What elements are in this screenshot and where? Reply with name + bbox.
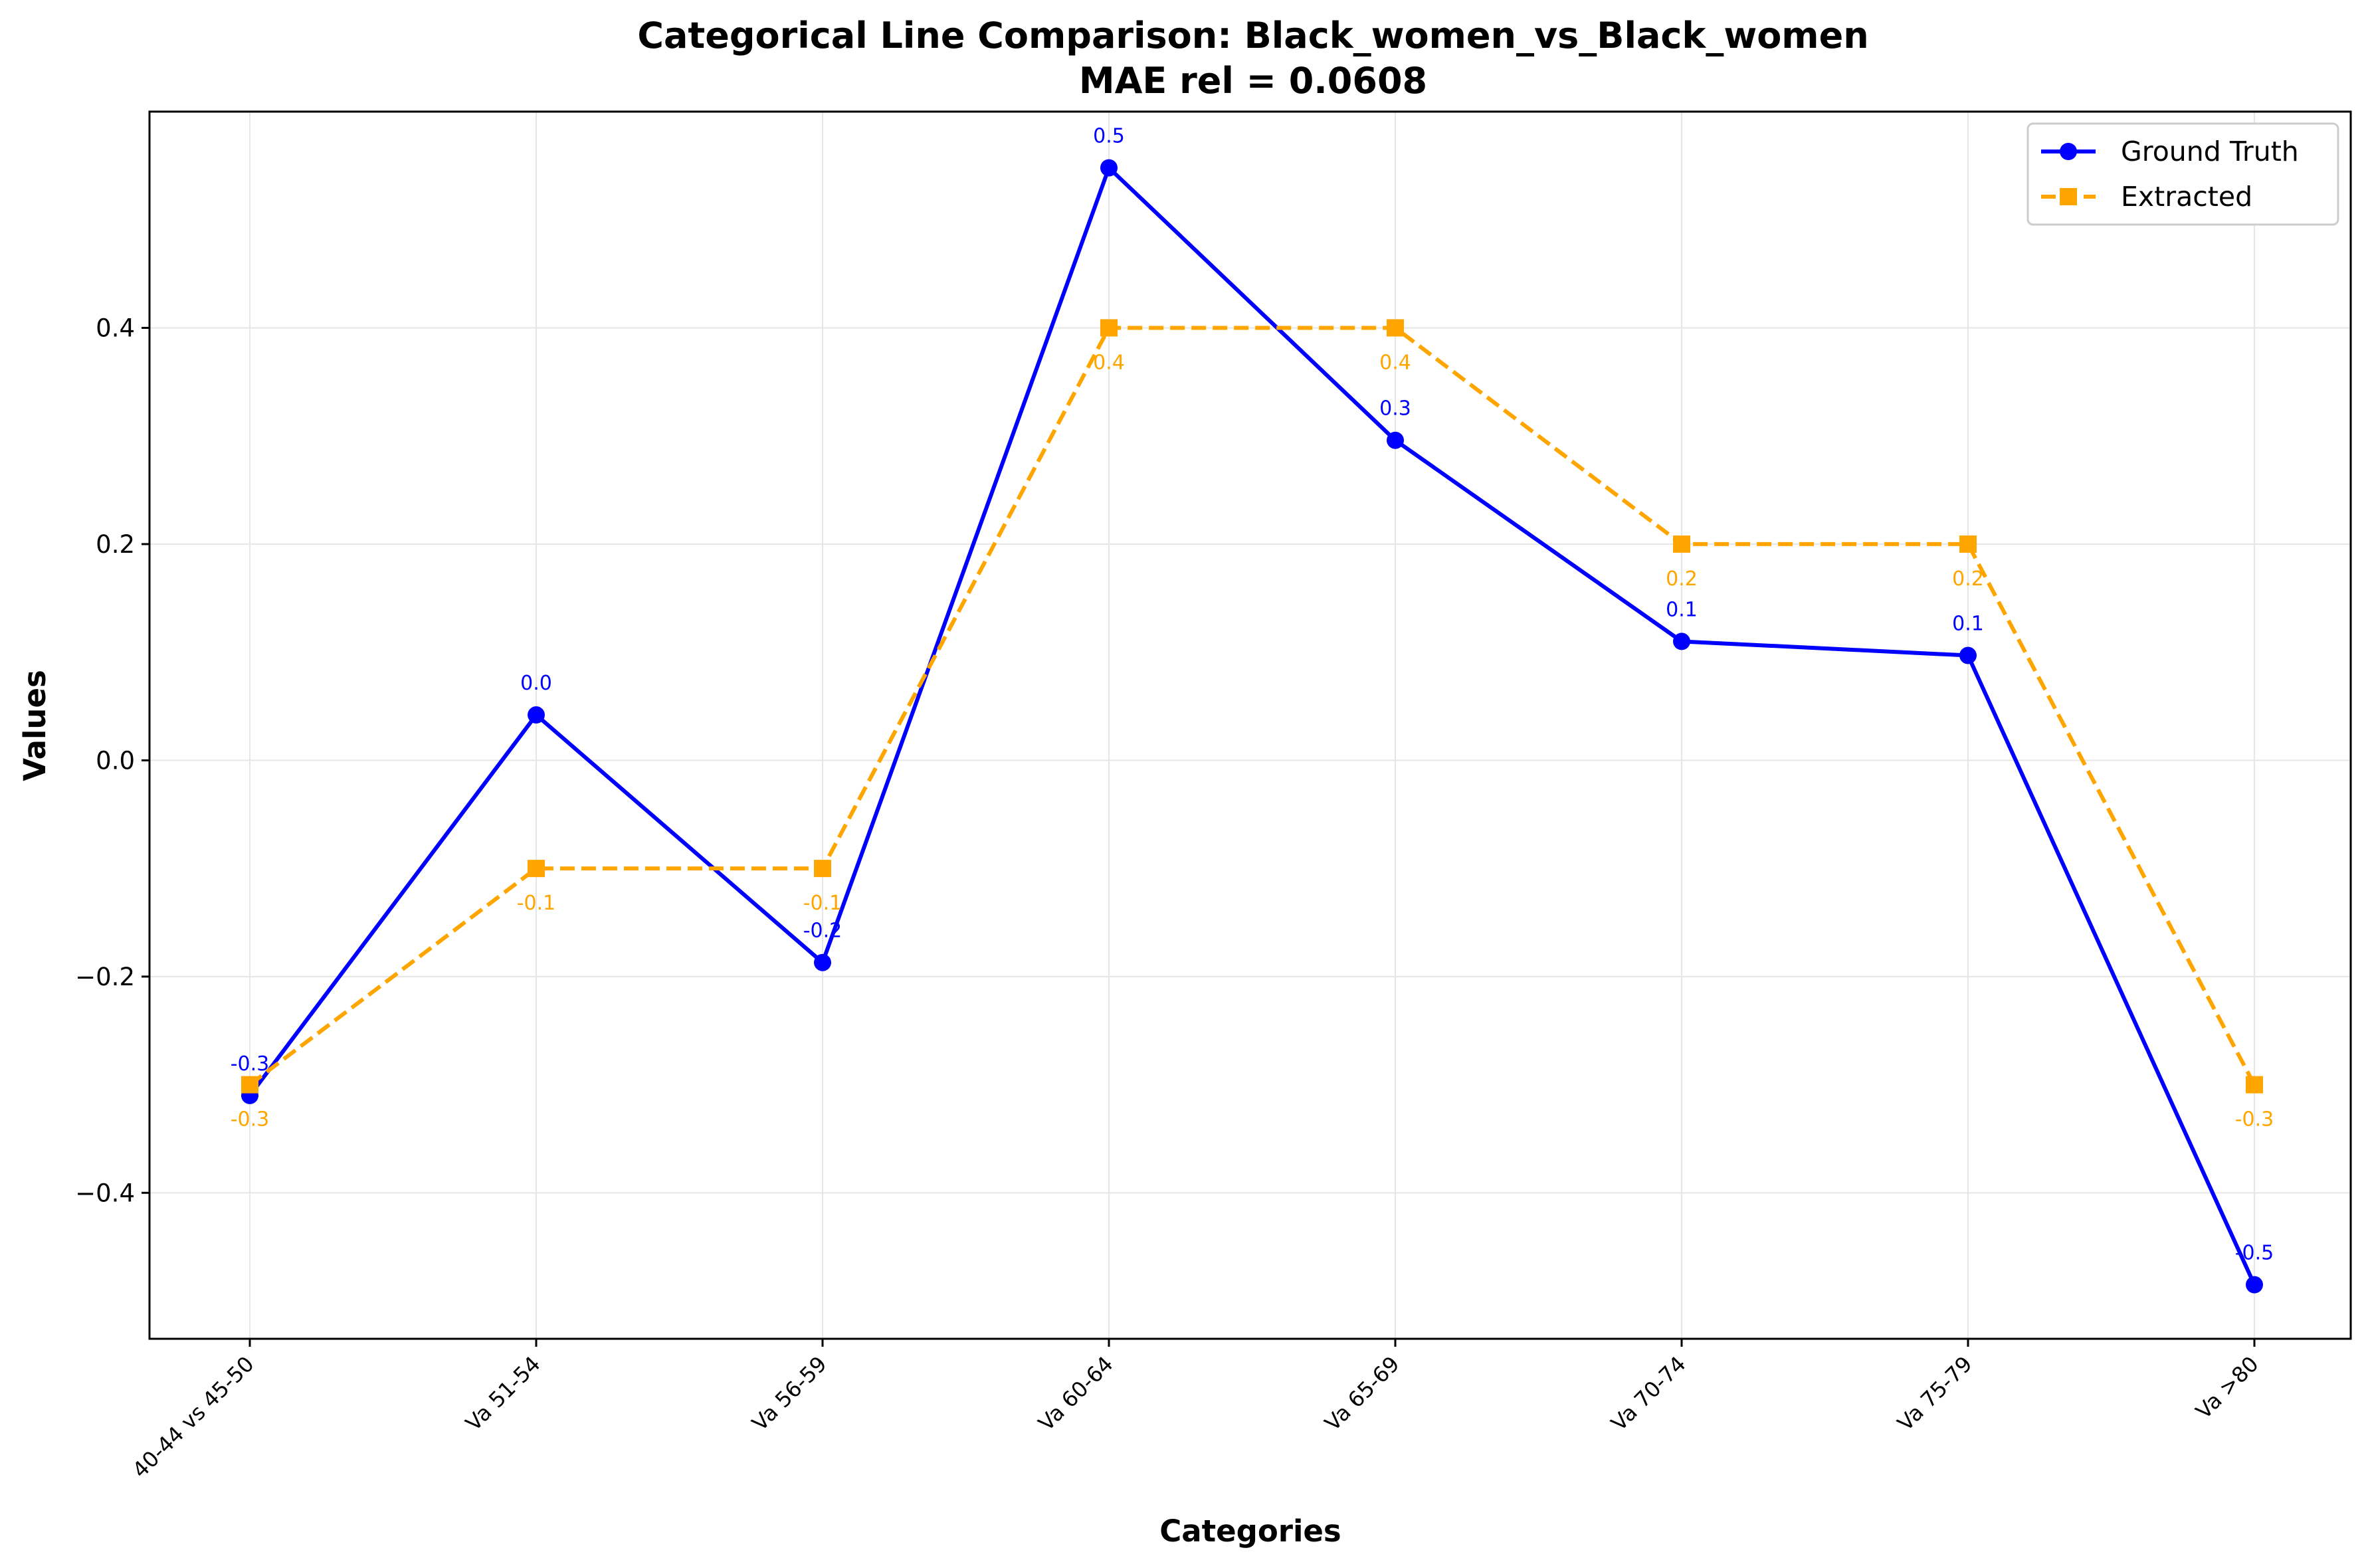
x-axis: 40-44 vs 45-50 Va 51-54 Va 56-59 Va 60-64 Va… bbox=[128, 1339, 2264, 1483]
ground-truth-point bbox=[814, 953, 831, 971]
x-tick-label: 40-44 vs 45-50 bbox=[128, 1351, 259, 1483]
extracted-point bbox=[528, 860, 545, 878]
labels-layer: -0.3 0.0 -0.2 0.5 0.3 0.1 0.1 -0.5 -0.3 -0.1 -0.1 0… bbox=[231, 125, 2274, 1265]
x-tick-label: Va 70-74 bbox=[1606, 1351, 1690, 1436]
x-tick-label: Va 51-54 bbox=[460, 1351, 545, 1436]
extracted-value-label: -0.3 bbox=[231, 1108, 270, 1131]
legend-box bbox=[2026, 122, 2339, 226]
x-axis-label: Categories bbox=[1159, 1514, 1341, 1549]
y-axis-label: Values bbox=[17, 670, 52, 781]
legend: Ground Truth Extracted bbox=[2026, 122, 2339, 226]
extracted-point bbox=[1100, 319, 1118, 337]
ground-truth-value-label: -0.5 bbox=[2235, 1242, 2274, 1265]
extracted-value-label: -0.1 bbox=[803, 892, 842, 915]
plot-frame bbox=[148, 110, 2352, 1340]
ground-truth-value-label: 0.1 bbox=[1666, 598, 1698, 621]
ground-truth-point bbox=[528, 706, 545, 724]
ground-truth-value-label: -0.3 bbox=[231, 1052, 270, 1076]
ground-truth-point bbox=[1387, 431, 1404, 449]
extracted-point bbox=[1673, 535, 1690, 553]
ground-truth-value-label: 0.5 bbox=[1093, 125, 1125, 148]
x-tick-label: Va 65-69 bbox=[1320, 1351, 1404, 1436]
extracted-value-label: 0.2 bbox=[1666, 567, 1698, 591]
y-tick-label: 0.0 bbox=[96, 746, 135, 775]
extracted-value-label: -0.1 bbox=[517, 892, 556, 915]
ground-truth-point bbox=[2246, 1276, 2263, 1294]
y-tick-label: −0.2 bbox=[75, 963, 135, 991]
extracted-value-label: 0.2 bbox=[1952, 567, 1984, 591]
y-tick-label: 0.4 bbox=[96, 314, 135, 342]
y-tick-label: −0.4 bbox=[75, 1179, 135, 1207]
ground-truth-point bbox=[1100, 159, 1118, 177]
extracted-value-label: 0.4 bbox=[1093, 351, 1125, 374]
ground-truth-value-label: 0.0 bbox=[520, 672, 552, 695]
extracted-point bbox=[1959, 535, 1977, 553]
ground-truth-value-label: 0.1 bbox=[1952, 613, 1984, 636]
x-tick-label: Va 60-64 bbox=[1033, 1351, 1118, 1436]
ground-truth-point bbox=[1959, 646, 1977, 664]
legend-label: Ground Truth bbox=[2121, 136, 2299, 167]
series-line-ground-truth bbox=[248, 165, 2256, 1286]
legend-marker-circle bbox=[2060, 143, 2077, 160]
chart-title: Categorical Line Comparison: Black_women… bbox=[637, 15, 1868, 56]
x-tick-label: Va >80 bbox=[2191, 1351, 2263, 1424]
extracted-point bbox=[2246, 1076, 2263, 1094]
y-tick-label: 0.2 bbox=[96, 530, 135, 559]
extracted-value-label: 0.4 bbox=[1379, 351, 1411, 374]
ground-truth-point bbox=[1673, 633, 1690, 650]
ground-truth-value-label: -0.2 bbox=[803, 920, 842, 943]
extracted-point bbox=[814, 860, 831, 878]
x-tick-label: Va 56-59 bbox=[747, 1351, 831, 1436]
y-axis: −0.4 −0.2 0.0 0.2 0.4 bbox=[75, 314, 149, 1207]
ground-truth-value-label: 0.3 bbox=[1379, 397, 1411, 421]
extracted-value-label: -0.3 bbox=[2235, 1108, 2274, 1131]
legend-label: Extracted bbox=[2121, 181, 2252, 213]
extracted-point bbox=[1387, 319, 1404, 337]
series-layer bbox=[241, 159, 2263, 1294]
legend-marker-square bbox=[2060, 188, 2077, 205]
extracted-point bbox=[241, 1076, 258, 1094]
chart-subtitle: MAE rel = 0.0608 bbox=[1079, 60, 1427, 102]
x-tick-label: Va 75-79 bbox=[1892, 1351, 1977, 1436]
grid-layer bbox=[149, 112, 2351, 1339]
series-line-extracted bbox=[248, 326, 2256, 1086]
